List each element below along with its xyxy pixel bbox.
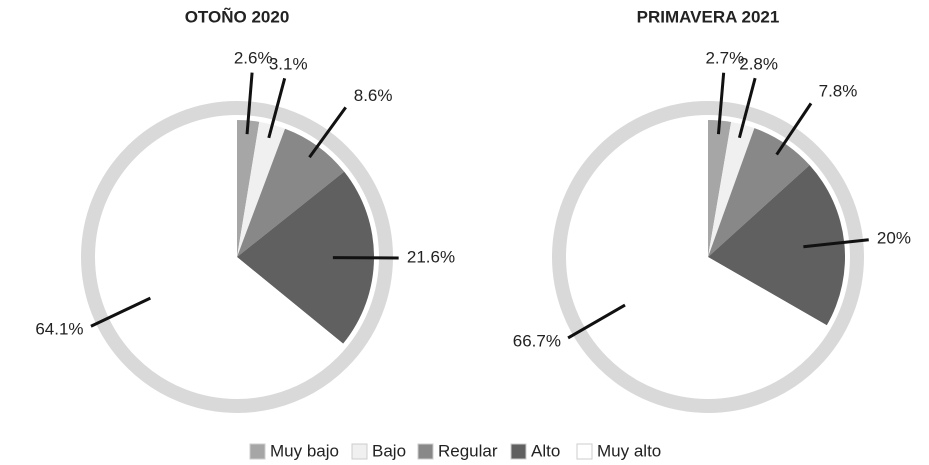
pie-slice (237, 128, 345, 257)
legend-swatch (576, 443, 593, 460)
data-label: 8.6% (354, 86, 393, 105)
pie-slice (237, 121, 286, 257)
leader-line (737, 77, 757, 139)
leader-line (308, 106, 347, 159)
leader-line (567, 303, 626, 340)
legend-label: Muy bajo (270, 441, 339, 460)
legend-label: Bajo (372, 441, 406, 460)
data-label: 2.6% (234, 48, 273, 67)
pie-slice (708, 165, 845, 326)
legend-swatch (510, 443, 527, 460)
legend-swatch (417, 443, 434, 460)
legend-label: Alto (531, 441, 560, 460)
data-label: 3.1% (269, 55, 308, 74)
data-label: 20% (877, 228, 911, 247)
data-label: 21.6% (407, 248, 455, 267)
data-label: 7.8% (819, 81, 858, 100)
legend-label: Regular (438, 441, 498, 460)
leader-line (775, 102, 813, 156)
pie-slice (100, 120, 344, 394)
leader-line (90, 296, 151, 328)
chart-title: PRIMAVERA 2021 (637, 7, 780, 26)
leader-line (803, 238, 869, 249)
data-label: 2.8% (739, 54, 778, 73)
pie-slice (708, 128, 810, 257)
data-label: 2.7% (705, 49, 744, 68)
legend-swatch (351, 443, 368, 460)
legend-label: Muy alto (597, 441, 661, 460)
chart-title: OTOÑO 2020 (185, 6, 290, 26)
data-label: 66.7% (513, 332, 561, 351)
pie-slice (708, 120, 732, 257)
leader-line (716, 72, 726, 135)
legend-swatch (249, 443, 266, 460)
pie-slice (237, 171, 374, 344)
pie-slice (237, 120, 260, 257)
leader-line (245, 72, 254, 135)
leader-line (267, 77, 287, 139)
pie-slice (708, 121, 755, 257)
pie-slice (571, 120, 827, 394)
pie-ring (552, 101, 864, 413)
data-label: 64.1% (35, 319, 83, 338)
